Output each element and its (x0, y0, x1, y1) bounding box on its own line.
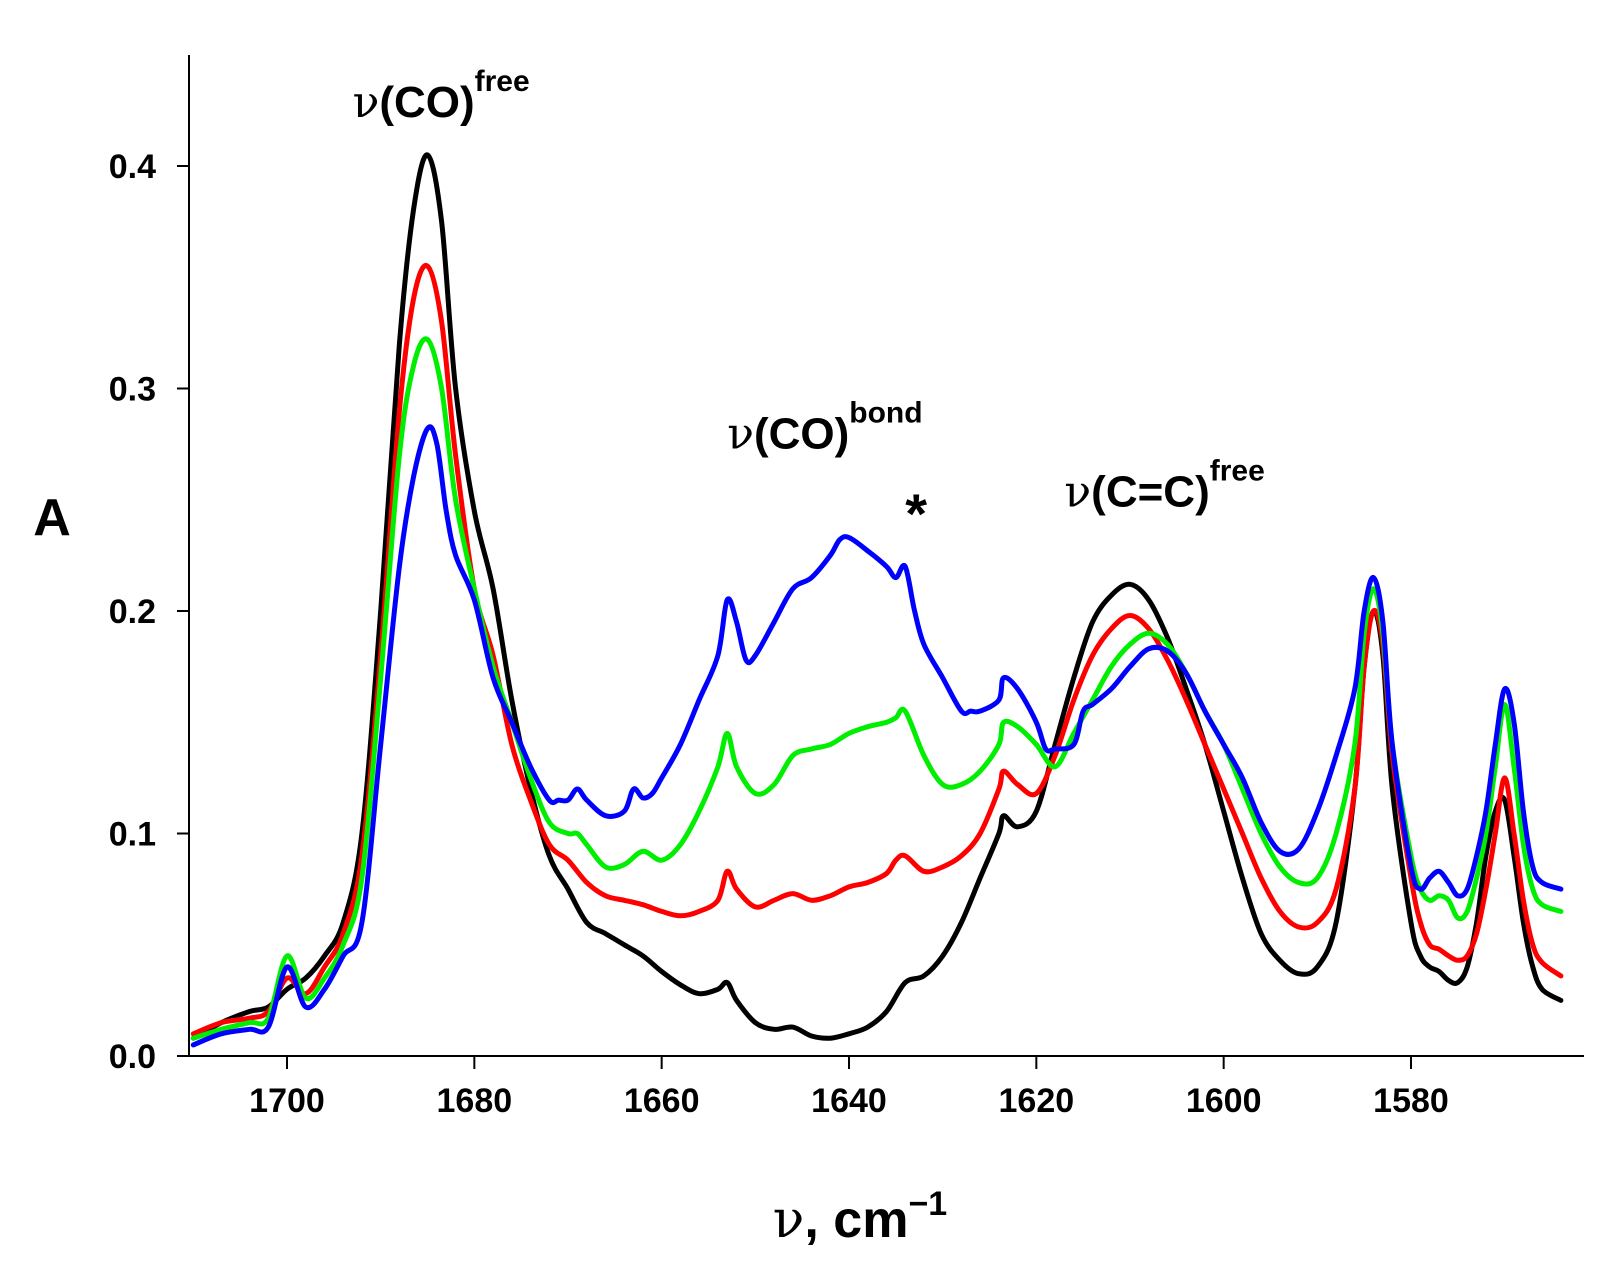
x-axis-title-text: , cm (804, 1191, 908, 1249)
x-tick-label: 1660 (624, 1082, 700, 1120)
annotation-superscript: bond (849, 397, 922, 430)
x-tick-label: 1640 (811, 1082, 887, 1120)
annotation-symbol: ν (727, 409, 754, 460)
series-black-line (190, 152, 1564, 1041)
x-tick-label: 1580 (1373, 1082, 1449, 1120)
x-tick-label: 1600 (1186, 1082, 1262, 1120)
annotation-symbol: ν (353, 77, 380, 128)
y-tick-label: 0.4 (109, 148, 156, 186)
annotation-text: * (905, 482, 927, 545)
x-axis-title-symbol: ν (773, 1190, 805, 1250)
annotation-label: ν(C=C)free (1064, 454, 1264, 517)
x-axis-title: ν, cm−1 (773, 1185, 947, 1250)
annotation-superscript: free (1210, 454, 1265, 487)
annotation-symbol: ν (1064, 466, 1091, 517)
annotation-label: ν(CO)bond (727, 397, 922, 460)
series-layer (190, 152, 1564, 1048)
y-tick-label: 0.1 (109, 816, 156, 854)
annotation-asterisk: * (905, 482, 927, 545)
y-axis-title: A (33, 489, 71, 547)
annotation-text: (CO) (379, 78, 474, 127)
series-red-line (190, 262, 1564, 1037)
y-tick-label: 0.3 (109, 371, 156, 409)
x-tick-label: 1700 (249, 1082, 325, 1120)
annotation-superscript: free (475, 65, 530, 98)
y-tick-label: 0.2 (109, 593, 156, 631)
annotation-text: (CO) (754, 410, 849, 459)
axes-layer (188, 55, 1584, 1057)
annotation-label: ν(CO)free (353, 65, 530, 128)
x-tick-label: 1680 (437, 1082, 513, 1120)
annotation-text: (C=C) (1091, 467, 1210, 516)
ticks-layer: 0.0 0.1 0.2 0.3 0.4 1700 1680 1660 1640 1620 1600 1… (109, 148, 1449, 1120)
x-tick-label: 1620 (999, 1082, 1075, 1120)
x-axis-title-exponent: −1 (908, 1185, 947, 1223)
y-tick-label: 0.0 (109, 1038, 156, 1076)
series-blue-line (190, 424, 1564, 1048)
